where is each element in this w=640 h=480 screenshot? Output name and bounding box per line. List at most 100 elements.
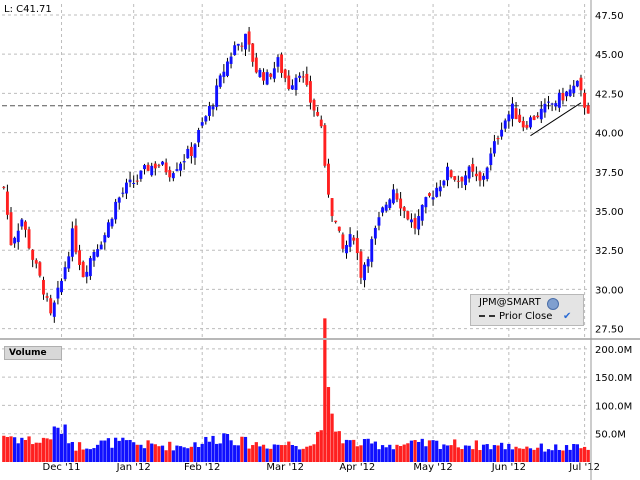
- price-axis[interactable]: 47.50 45.00 42.50 40.00 37.50 35.00 32.50 30.00…: [595, 11, 624, 336]
- volume-bar: [420, 438, 424, 462]
- candle-body: [88, 258, 92, 277]
- volume-axis[interactable]: 200.0M 150.0M 100.0M 50.0M: [595, 345, 632, 441]
- candle-body: [197, 129, 201, 143]
- candle-body: [489, 153, 493, 166]
- volume-bar: [150, 443, 154, 462]
- last-price-label: L: C41.71: [4, 4, 52, 15]
- volume-bar: [341, 443, 345, 462]
- volume-bar: [550, 450, 554, 462]
- candle-body: [2, 186, 6, 188]
- volume-bar: [474, 440, 478, 462]
- volume-bar: [373, 441, 377, 462]
- time-axis[interactable]: Dec '11 Jan '12 Feb '12 Mar '12 Apr '12 May '…: [43, 462, 640, 473]
- checkmark-icon[interactable]: ✔: [563, 311, 572, 322]
- candle-body: [92, 251, 96, 261]
- trendline[interactable]: [530, 102, 582, 137]
- settings-icon[interactable]: [547, 298, 559, 310]
- candle-body: [370, 239, 374, 262]
- candle-body: [143, 165, 146, 170]
- candle-body: [215, 85, 219, 107]
- volume-bar: [23, 439, 28, 462]
- volume-bar: [279, 445, 284, 462]
- volume-bar: [168, 441, 172, 462]
- price-tick-label: 35.00: [595, 207, 624, 218]
- volume-grid: [2, 346, 590, 462]
- candle-body: [435, 187, 439, 197]
- volume-bar: [485, 444, 489, 462]
- candle-body: [63, 267, 67, 280]
- volume-bar: [395, 444, 399, 462]
- time-tick-label: Jan '12: [116, 462, 151, 473]
- volume-bar: [380, 445, 385, 462]
- volume-bar: [103, 440, 107, 462]
- candle-body: [510, 103, 514, 119]
- candle-body: [117, 197, 121, 203]
- price-tick-label: 47.50: [595, 11, 624, 22]
- candle-body: [568, 89, 572, 97]
- time-tick-label: Jul '12: [568, 462, 600, 473]
- volume-bar: [445, 445, 450, 462]
- candle-body: [280, 54, 284, 73]
- volume-tick-label: 200.0M: [595, 345, 632, 356]
- volume-bar: [521, 448, 525, 462]
- price-tick-label: 30.00: [595, 285, 624, 296]
- volume-bar: [49, 439, 53, 462]
- volume-bar: [460, 449, 464, 462]
- volume-bar: [251, 445, 255, 462]
- candle-body: [402, 207, 406, 211]
- volume-bar: [586, 449, 590, 462]
- volume-tick-label: 50.0M: [595, 430, 626, 441]
- volume-bar: [536, 447, 540, 462]
- candle-body: [355, 238, 359, 254]
- price-tick-label: 42.50: [595, 89, 624, 100]
- candle-body: [99, 244, 103, 250]
- candle-body: [525, 124, 529, 128]
- trendline-segment[interactable]: [530, 102, 582, 137]
- volume-bar: [261, 444, 266, 462]
- price-grid: [2, 4, 590, 338]
- candle-body: [399, 198, 403, 209]
- candle-body: [42, 279, 45, 295]
- price-tick-label: 45.00: [595, 50, 624, 61]
- candle-body: [446, 166, 449, 181]
- candle-body: [557, 92, 561, 108]
- volume-bar: [316, 431, 320, 462]
- candle-body: [9, 212, 13, 246]
- candle-body: [485, 167, 489, 180]
- candle-body: [337, 226, 341, 231]
- volume-bar: [88, 449, 93, 462]
- candle-body: [168, 170, 172, 178]
- price-tick-label: 32.50: [595, 246, 624, 257]
- volume-bars: [2, 318, 590, 462]
- candle-body: [492, 141, 496, 154]
- volume-bar: [435, 440, 439, 462]
- volume-bar: [525, 446, 529, 462]
- volume-bar: [67, 443, 71, 462]
- volume-bar: [453, 439, 457, 462]
- volume-bar: [254, 442, 258, 462]
- legend[interactable]: JPM@SMART Prior Close ✔: [470, 294, 584, 326]
- volume-bar: [294, 446, 298, 462]
- candle-body: [81, 261, 85, 278]
- volume-bar: [70, 442, 74, 462]
- candle-body: [561, 92, 565, 101]
- candle-body: [474, 173, 478, 177]
- candle-body: [49, 298, 53, 314]
- volume-bar: [330, 413, 334, 462]
- volume-bar: [20, 437, 24, 462]
- volume-bar: [582, 446, 587, 462]
- candle-body: [175, 169, 179, 171]
- candle-body: [67, 256, 71, 269]
- volume-bar: [178, 446, 183, 462]
- candle-body: [406, 211, 410, 220]
- candle-body: [330, 198, 334, 217]
- price-tick-label: 37.50: [595, 168, 624, 179]
- time-tick-label: Apr '12: [339, 462, 375, 473]
- candle-body: [211, 106, 215, 110]
- candle-body: [207, 106, 211, 116]
- volume-bar: [564, 445, 569, 462]
- volume-bar: [424, 446, 428, 462]
- candle-body: [20, 219, 24, 227]
- candle-body: [424, 197, 428, 208]
